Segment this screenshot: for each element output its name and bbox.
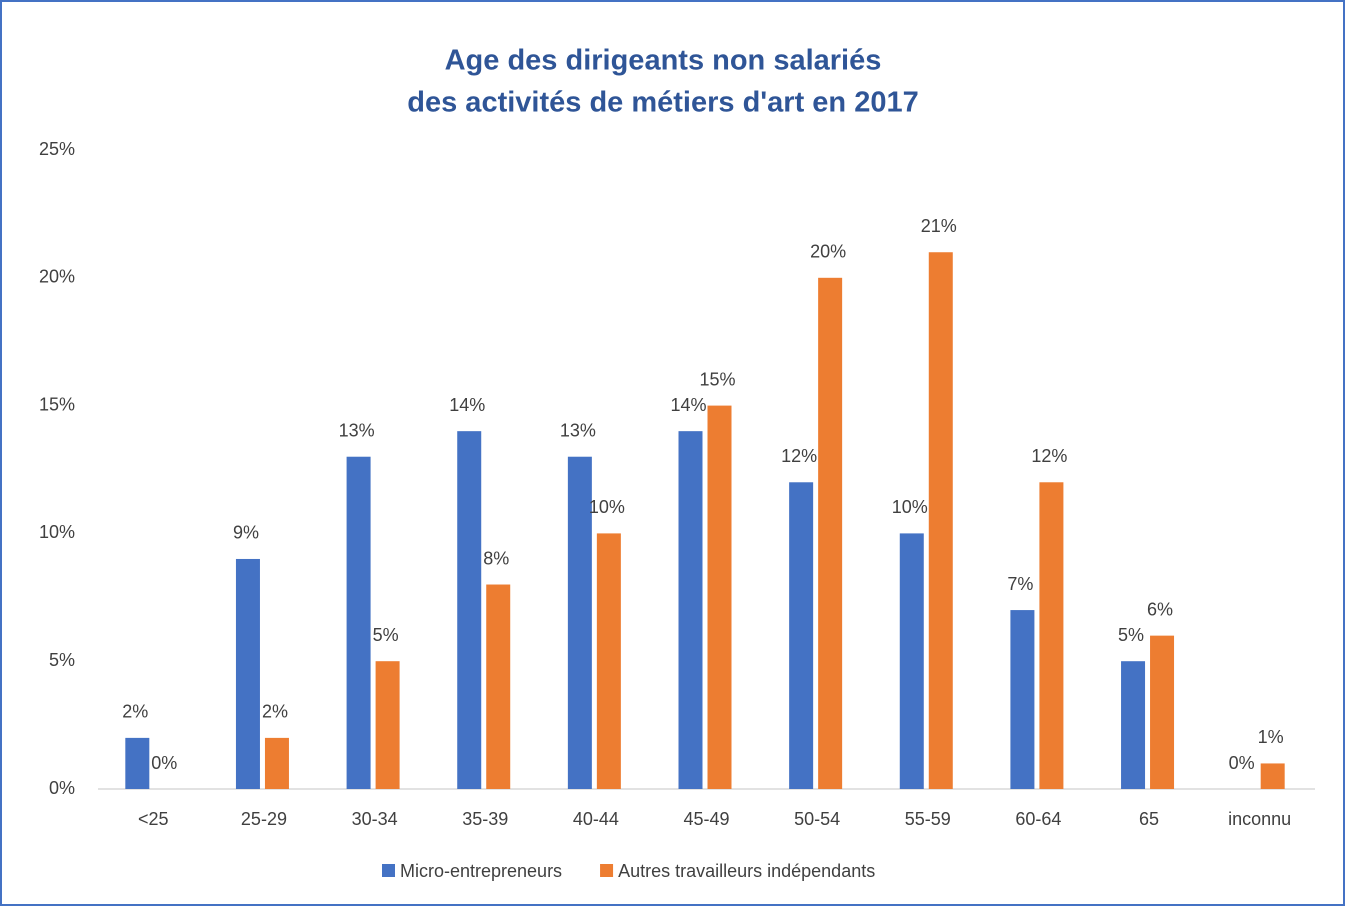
bar [567,456,592,789]
legend-swatch [600,864,614,877]
bar [789,482,814,789]
value-label: 12% [781,446,817,466]
x-tick-label: 40-44 [573,809,619,829]
bar [707,405,732,789]
value-label: 5% [1118,625,1144,645]
value-label: 8% [483,548,509,568]
value-label: 13% [560,420,596,440]
value-label: 10% [589,497,625,517]
value-label: 2% [262,702,288,722]
y-tick-label: 0% [49,778,75,798]
x-tick-label: inconnu [1228,809,1291,829]
bar [899,533,924,789]
legend-label: Micro-entrepreneurs [400,861,562,881]
x-tick-label: 65 [1139,809,1159,829]
bar [264,737,289,789]
value-label: 12% [1031,446,1067,466]
y-tick-label: 25% [39,139,75,159]
x-tick-label: 60-64 [1015,809,1061,829]
bar [928,252,953,790]
value-label: 0% [1229,753,1255,773]
value-label: 15% [699,369,735,389]
legend-label: Autres travailleurs indépendants [618,861,875,881]
bar [818,277,843,789]
y-tick-label: 10% [39,522,75,542]
value-label: 2% [122,702,148,722]
x-tick-label: <25 [138,809,169,829]
value-label: 13% [339,420,375,440]
value-label: 7% [1007,574,1033,594]
x-tick-label: 25-29 [241,809,287,829]
bar [1010,610,1035,789]
value-label: 14% [449,395,485,415]
value-label: 6% [1147,599,1173,619]
bar [486,584,511,789]
chart-title: des activités de métiers d'art en 2017 [407,87,918,119]
bar [346,456,371,789]
x-tick-label: 50-54 [794,809,840,829]
bar [1150,635,1175,789]
bar [678,431,703,789]
x-tick-label: 45-49 [683,809,729,829]
bar [457,431,482,789]
bar [1121,661,1146,789]
value-label: 10% [892,497,928,517]
bar [1039,482,1064,789]
value-label: 1% [1258,727,1284,747]
x-tick-label: 35-39 [462,809,508,829]
y-tick-label: 20% [39,267,75,287]
y-tick-label: 15% [39,394,75,414]
bar [596,533,621,789]
bar [1260,763,1285,789]
value-label: 20% [810,242,846,262]
bar [235,558,260,789]
x-tick-label: 55-59 [905,809,951,829]
value-label: 0% [151,753,177,773]
value-label: 9% [233,523,259,543]
value-label: 14% [670,395,706,415]
value-label: 21% [921,216,957,236]
x-tick-label: 30-34 [352,809,398,829]
bar [125,737,150,789]
legend-swatch [382,864,395,877]
y-tick-label: 5% [49,650,75,670]
value-label: 5% [373,625,399,645]
chart-title: Age des dirigeants non salariés [445,45,882,77]
bar [375,661,400,789]
